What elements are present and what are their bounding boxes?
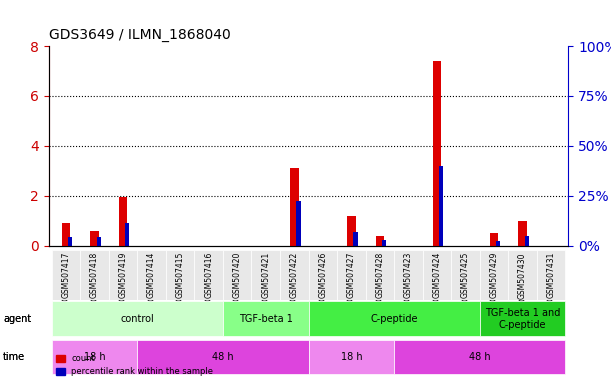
Text: GSM507423: GSM507423 — [404, 252, 413, 298]
Bar — [496, 241, 500, 246]
Text: GSM507415: GSM507415 — [175, 252, 185, 298]
Legend: count, percentile rank within the sample: count, percentile rank within the sample — [53, 351, 217, 380]
FancyBboxPatch shape — [52, 301, 223, 336]
Bar — [125, 223, 130, 246]
FancyBboxPatch shape — [52, 340, 137, 374]
Bar — [290, 168, 299, 246]
Text: 18 h: 18 h — [340, 352, 362, 362]
FancyBboxPatch shape — [508, 250, 537, 300]
Text: GSM507420: GSM507420 — [233, 252, 242, 298]
Text: agent: agent — [3, 314, 31, 324]
Bar — [518, 221, 527, 246]
Bar — [354, 232, 358, 246]
Text: C-peptide: C-peptide — [370, 314, 418, 324]
Text: time: time — [3, 352, 25, 362]
FancyBboxPatch shape — [365, 250, 394, 300]
FancyBboxPatch shape — [394, 250, 423, 300]
Bar — [68, 237, 73, 246]
Bar — [62, 223, 70, 246]
Bar — [490, 233, 499, 246]
Bar — [90, 231, 99, 246]
FancyBboxPatch shape — [166, 250, 194, 300]
Text: TGF-beta 1 and
C-peptide: TGF-beta 1 and C-peptide — [485, 308, 560, 329]
Text: GSM507418: GSM507418 — [90, 252, 99, 298]
Text: GSM507430: GSM507430 — [518, 252, 527, 299]
FancyBboxPatch shape — [452, 250, 480, 300]
Text: GSM507427: GSM507427 — [347, 252, 356, 298]
Text: 48 h: 48 h — [212, 352, 234, 362]
Bar — [382, 240, 386, 246]
Bar — [433, 61, 441, 246]
FancyBboxPatch shape — [309, 301, 480, 336]
FancyBboxPatch shape — [280, 250, 309, 300]
Text: control: control — [120, 314, 154, 324]
Text: 48 h: 48 h — [469, 352, 491, 362]
Text: GDS3649 / ILMN_1868040: GDS3649 / ILMN_1868040 — [49, 28, 230, 42]
Text: TGF-beta 1: TGF-beta 1 — [239, 314, 293, 324]
Text: GSM507417: GSM507417 — [62, 252, 70, 298]
Text: GSM507429: GSM507429 — [489, 252, 499, 298]
FancyBboxPatch shape — [480, 301, 565, 336]
FancyBboxPatch shape — [252, 250, 280, 300]
Text: time: time — [3, 352, 25, 362]
Bar — [439, 166, 444, 246]
Bar — [525, 236, 529, 246]
FancyBboxPatch shape — [52, 250, 80, 300]
Text: GSM507419: GSM507419 — [119, 252, 128, 298]
Text: GSM507431: GSM507431 — [547, 252, 555, 298]
Text: GSM507416: GSM507416 — [204, 252, 213, 298]
FancyBboxPatch shape — [394, 340, 565, 374]
Text: 18 h: 18 h — [84, 352, 105, 362]
FancyBboxPatch shape — [223, 301, 309, 336]
Text: GSM507428: GSM507428 — [375, 252, 384, 298]
FancyBboxPatch shape — [137, 250, 166, 300]
Text: agent: agent — [3, 314, 31, 324]
FancyBboxPatch shape — [194, 250, 223, 300]
FancyBboxPatch shape — [137, 340, 309, 374]
Bar — [97, 237, 101, 246]
FancyBboxPatch shape — [223, 250, 252, 300]
Bar — [376, 236, 384, 246]
Bar — [296, 201, 301, 246]
Text: GSM507421: GSM507421 — [262, 252, 270, 298]
FancyBboxPatch shape — [537, 250, 565, 300]
FancyBboxPatch shape — [309, 250, 337, 300]
Text: GSM507414: GSM507414 — [147, 252, 156, 298]
Text: GSM507426: GSM507426 — [318, 252, 327, 298]
Text: GSM507424: GSM507424 — [433, 252, 442, 298]
FancyBboxPatch shape — [423, 250, 452, 300]
FancyBboxPatch shape — [337, 250, 365, 300]
Text: GSM507422: GSM507422 — [290, 252, 299, 298]
FancyBboxPatch shape — [80, 250, 109, 300]
FancyBboxPatch shape — [480, 250, 508, 300]
Bar — [119, 197, 127, 246]
Text: GSM507425: GSM507425 — [461, 252, 470, 298]
Bar — [347, 216, 356, 246]
FancyBboxPatch shape — [109, 250, 137, 300]
FancyBboxPatch shape — [309, 340, 394, 374]
